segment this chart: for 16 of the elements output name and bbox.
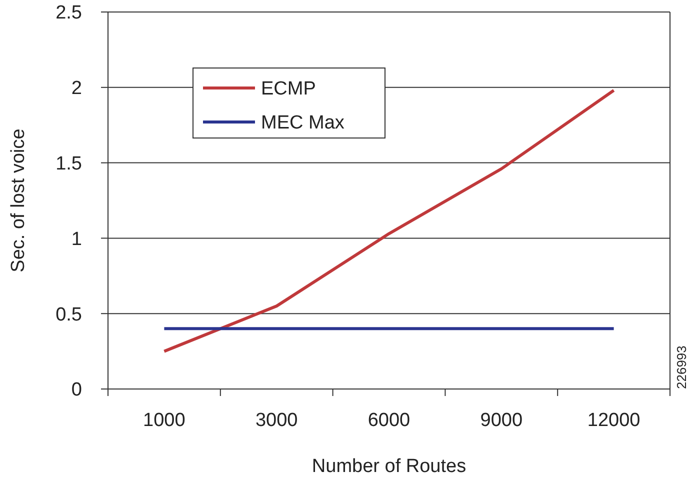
x-axis-title: Number of Routes <box>312 456 466 477</box>
y-tick-label: 1 <box>71 228 82 250</box>
y-tick-label: 1.5 <box>56 153 82 174</box>
x-tick-label: 9000 <box>480 410 523 431</box>
x-tick-label: 3000 <box>255 410 298 431</box>
x-tick-label: 1000 <box>143 410 186 431</box>
legend-label: MEC Max <box>261 112 345 134</box>
y-tick-label: 0 <box>71 380 82 401</box>
legend-label: ECMP <box>261 78 316 100</box>
x-tick-label: 6000 <box>368 410 410 431</box>
y-tick-label: 0.5 <box>56 304 82 326</box>
x-tick-label: 12000 <box>587 410 640 431</box>
text: 226993 <box>674 346 689 389</box>
y-tick-label: 2 <box>71 78 82 100</box>
y-tick-label: 2.5 <box>56 2 82 24</box>
y-axis-title: Sec. of lost voice <box>8 128 29 272</box>
